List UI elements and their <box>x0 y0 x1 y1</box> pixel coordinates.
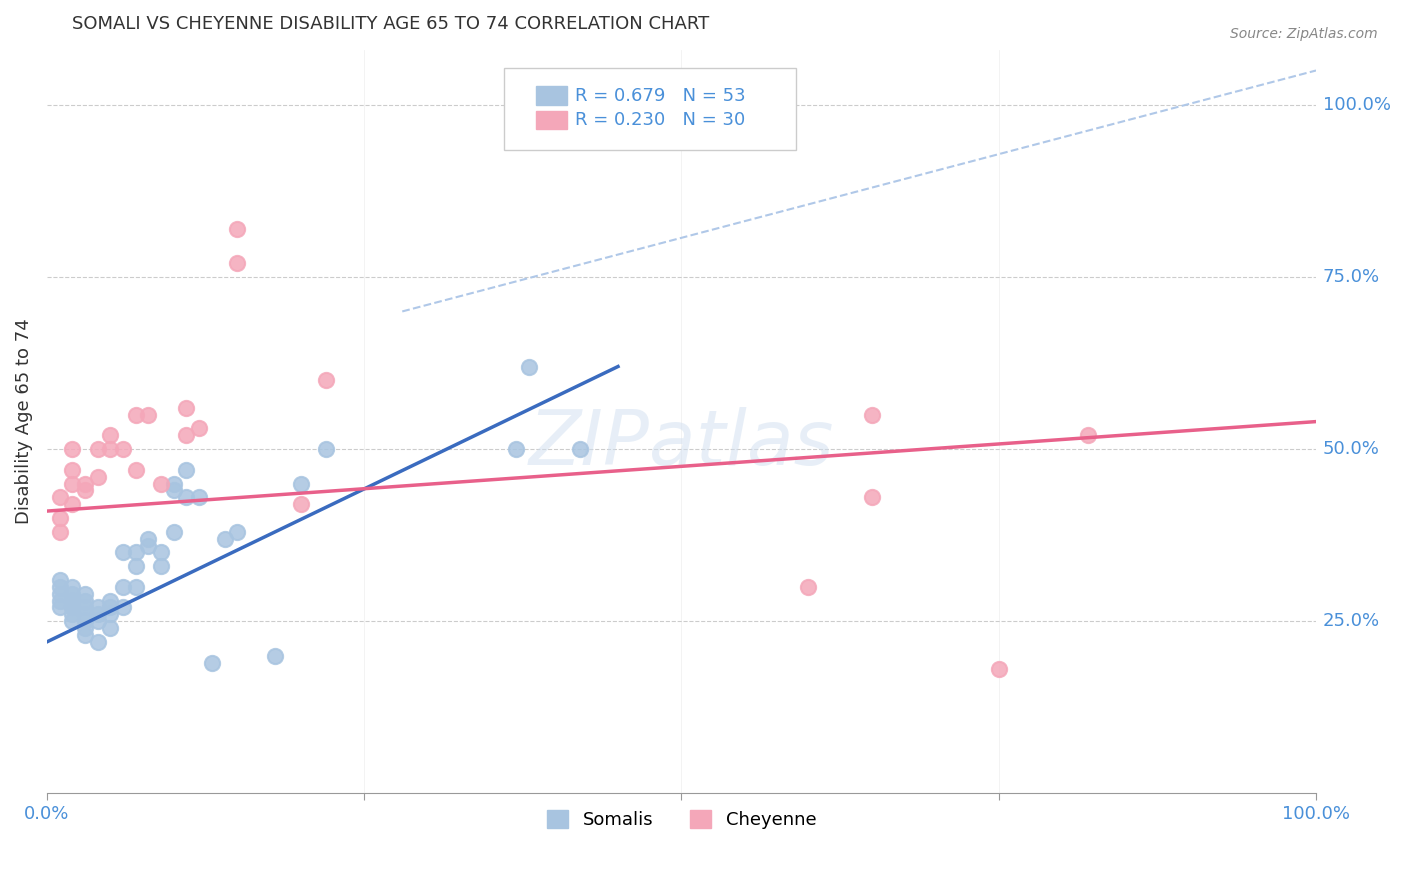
Point <box>1077 428 1099 442</box>
Point <box>73 628 96 642</box>
Point <box>73 483 96 498</box>
Point <box>48 573 70 587</box>
Point <box>73 621 96 635</box>
FancyBboxPatch shape <box>536 111 567 129</box>
Point <box>290 497 312 511</box>
Point <box>125 408 148 422</box>
Point <box>163 483 186 498</box>
Point <box>86 635 108 649</box>
Point <box>48 600 70 615</box>
Point <box>98 621 121 635</box>
Point <box>112 580 135 594</box>
Point <box>188 421 211 435</box>
Point <box>568 442 591 457</box>
Point <box>98 600 121 615</box>
Point <box>150 559 173 574</box>
Point <box>86 469 108 483</box>
Point <box>860 491 883 505</box>
Text: 25.0%: 25.0% <box>1323 612 1381 631</box>
Point <box>48 580 70 594</box>
Point <box>176 491 198 505</box>
Point <box>150 476 173 491</box>
Point <box>73 600 96 615</box>
Point <box>60 497 83 511</box>
Point <box>315 373 337 387</box>
Point <box>125 559 148 574</box>
Point <box>264 648 287 663</box>
Point <box>315 442 337 457</box>
Legend: Somalis, Cheyenne: Somalis, Cheyenne <box>540 803 824 837</box>
Point <box>60 593 83 607</box>
Point <box>138 539 160 553</box>
Point <box>112 442 135 457</box>
Point <box>60 463 83 477</box>
Point <box>505 442 527 457</box>
Point <box>48 593 70 607</box>
Text: R = 0.679   N = 53: R = 0.679 N = 53 <box>575 87 745 105</box>
Point <box>86 614 108 628</box>
Point <box>48 524 70 539</box>
Point <box>176 428 198 442</box>
Point <box>98 442 121 457</box>
Point <box>176 463 198 477</box>
Point <box>60 442 83 457</box>
Point <box>176 401 198 415</box>
Point <box>60 587 83 601</box>
Point <box>60 476 83 491</box>
Point <box>48 491 70 505</box>
Text: SOMALI VS CHEYENNE DISABILITY AGE 65 TO 74 CORRELATION CHART: SOMALI VS CHEYENNE DISABILITY AGE 65 TO … <box>72 15 710 33</box>
Point <box>60 593 83 607</box>
Point <box>48 511 70 525</box>
FancyBboxPatch shape <box>536 87 567 105</box>
Point <box>201 656 224 670</box>
Point <box>60 580 83 594</box>
Point <box>73 614 96 628</box>
Text: Source: ZipAtlas.com: Source: ZipAtlas.com <box>1230 27 1378 41</box>
Point <box>188 491 211 505</box>
Point <box>60 607 83 622</box>
Point <box>214 532 236 546</box>
Point <box>60 614 83 628</box>
Point <box>98 428 121 442</box>
Point <box>73 593 96 607</box>
Point <box>163 476 186 491</box>
Point <box>150 545 173 559</box>
Point <box>290 476 312 491</box>
Text: ZIPatlas: ZIPatlas <box>529 407 834 481</box>
Point <box>86 600 108 615</box>
Text: R = 0.230   N = 30: R = 0.230 N = 30 <box>575 112 745 129</box>
Y-axis label: Disability Age 65 to 74: Disability Age 65 to 74 <box>15 318 32 524</box>
Point <box>125 580 148 594</box>
Point <box>987 662 1010 676</box>
Point <box>98 593 121 607</box>
Point <box>226 524 249 539</box>
FancyBboxPatch shape <box>503 69 796 150</box>
Point <box>112 600 135 615</box>
Point <box>860 408 883 422</box>
Point <box>125 463 148 477</box>
Point <box>86 442 108 457</box>
Point <box>98 607 121 622</box>
Point <box>73 587 96 601</box>
Point <box>517 359 540 374</box>
Point <box>60 600 83 615</box>
Point <box>226 256 249 270</box>
Point <box>797 580 820 594</box>
Point <box>60 600 83 615</box>
Point <box>138 532 160 546</box>
Point <box>125 545 148 559</box>
Point <box>226 222 249 236</box>
Point <box>163 524 186 539</box>
Text: 100.0%: 100.0% <box>1323 96 1391 114</box>
Point <box>73 607 96 622</box>
Point <box>138 408 160 422</box>
Text: 50.0%: 50.0% <box>1323 440 1379 458</box>
Point <box>86 607 108 622</box>
Point <box>112 545 135 559</box>
Text: 75.0%: 75.0% <box>1323 268 1381 286</box>
Point <box>73 476 96 491</box>
Point <box>48 587 70 601</box>
